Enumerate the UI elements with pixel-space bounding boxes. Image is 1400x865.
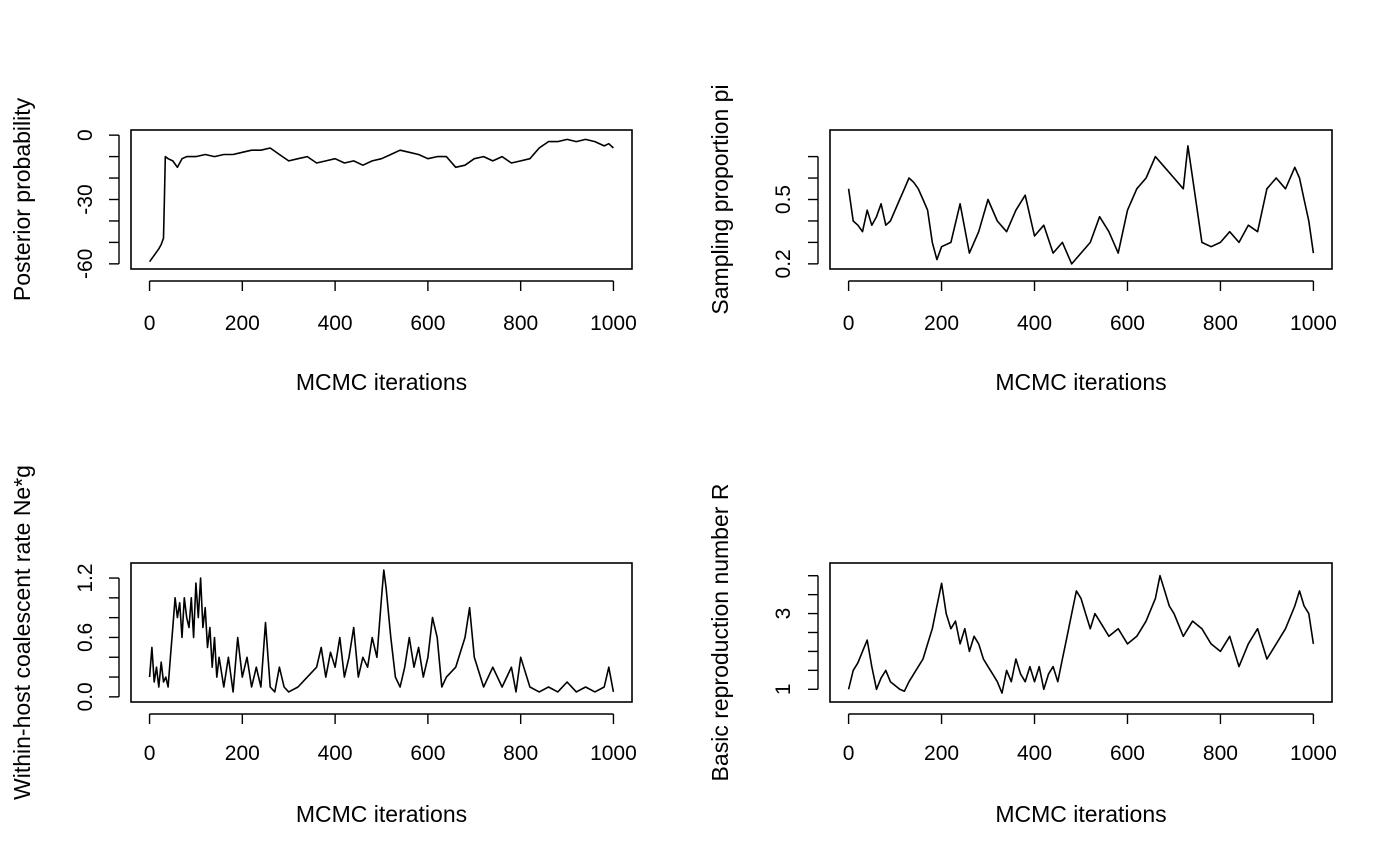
y-tick-label: 0: [74, 129, 97, 141]
x-tick-label: 800: [503, 742, 538, 765]
trace-line: [847, 145, 1315, 265]
y-axis-title: Basic reproduction number R: [707, 484, 733, 782]
x-tick-label: 0: [843, 312, 855, 335]
y-tick-label: -60: [74, 249, 97, 279]
x-tick-label: 200: [924, 742, 959, 765]
x-axis-title: MCMC iterations: [296, 801, 467, 827]
x-tick-label: 0: [144, 742, 156, 765]
x-tick-label: 400: [318, 312, 353, 335]
y-tick-label: 0.2: [772, 249, 795, 278]
x-tick-label: 1000: [1290, 742, 1337, 765]
x-tick-label: 200: [225, 742, 260, 765]
trace-line: [148, 569, 615, 693]
y-axis-title: Posterior probability: [9, 97, 35, 301]
x-tick-label: 1000: [590, 312, 637, 335]
y-tick-label: 0.5: [772, 185, 795, 214]
y-axis-title: Sampling proportion pi: [707, 84, 733, 314]
x-tick-label: 800: [503, 312, 538, 335]
x-tick-label: 600: [410, 312, 445, 335]
plot-frame: [130, 129, 633, 270]
x-tick-label: 0: [144, 312, 156, 335]
y-axis-title: Within-host coalescent rate Ne*g: [9, 465, 35, 800]
y-tick-label: 3: [772, 608, 795, 620]
x-tick-label: 0: [843, 742, 855, 765]
panel-basic-reproduction-number: 0 200 400 600 800 1000 1 3 MCMC iterations Basic …: [707, 484, 1337, 827]
panel-posterior-probability: 0 200 400 600 800 1000 0 -30 -60 MCMC iterations P…: [9, 97, 637, 395]
y-tick-label: 1: [772, 683, 795, 695]
y-tick-label: -30: [74, 184, 97, 214]
x-axis-title: MCMC iterations: [995, 369, 1166, 395]
y-tick-label: 0.0: [74, 682, 97, 711]
x-tick-label: 200: [924, 312, 959, 335]
x-tick-label: 400: [1017, 742, 1052, 765]
x-tick-label: 800: [1203, 742, 1238, 765]
x-tick-label: 1000: [590, 742, 637, 765]
x-tick-label: 600: [1110, 742, 1145, 765]
y-tick-label: 1.2: [74, 563, 97, 592]
trace-line: [148, 138, 614, 263]
x-tick-label: 600: [410, 742, 445, 765]
x-tick-label: 1000: [1290, 312, 1337, 335]
x-tick-label: 400: [1017, 312, 1052, 335]
x-tick-label: 400: [318, 742, 353, 765]
x-tick-label: 200: [225, 312, 260, 335]
x-tick-label: 800: [1203, 312, 1238, 335]
plot-frame: [829, 562, 1333, 703]
plot-frame: [130, 562, 633, 703]
x-axis-title: MCMC iterations: [296, 369, 467, 395]
trace-line: [847, 574, 1315, 694]
x-tick-label: 600: [1110, 312, 1145, 335]
plot-frame: [829, 129, 1333, 270]
panel-within-host-coalescent-rate: 0 200 400 600 800 1000 0.0 0.6 1.2 MCMC iteration…: [9, 465, 637, 827]
x-axis-title: MCMC iterations: [995, 801, 1166, 827]
y-tick-label: 0.6: [74, 623, 97, 652]
panel-sampling-proportion: 0 200 400 600 800 1000 0.2 0.5 MCMC iterations Sa…: [707, 84, 1337, 395]
